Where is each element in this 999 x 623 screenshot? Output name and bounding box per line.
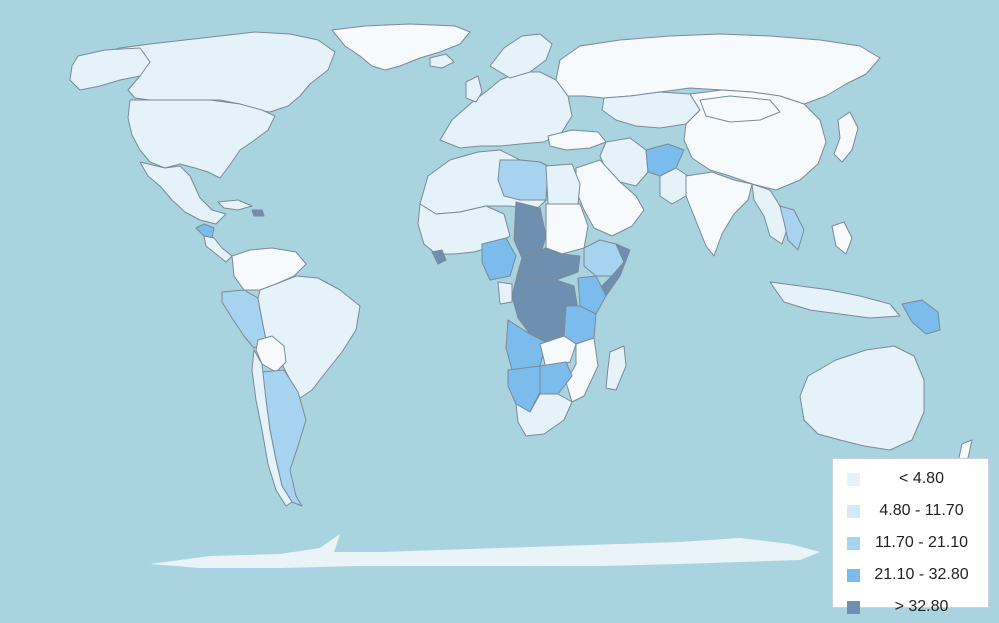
- country-libya[interactable]: [497, 159, 549, 201]
- country-haiti[interactable]: [251, 209, 265, 217]
- country-vietnam[interactable]: [779, 205, 805, 251]
- country-cuba[interactable]: [217, 199, 253, 211]
- country-scandinavia[interactable]: [489, 33, 553, 79]
- map-legend: < 4.80 4.80 - 11.70 11.70 - 21.10 21.10 …: [832, 458, 989, 615]
- country-pakistan[interactable]: [659, 167, 689, 205]
- country-philippines[interactable]: [831, 221, 853, 255]
- country-canada[interactable]: [94, 31, 336, 113]
- country-uk[interactable]: [465, 75, 483, 103]
- legend-label: 21.10 - 32.80: [874, 566, 969, 583]
- legend-swatch: [847, 600, 860, 614]
- legend-swatch: [847, 568, 860, 582]
- country-kazakhstan[interactable]: [601, 91, 701, 129]
- country-egypt[interactable]: [545, 163, 581, 205]
- antarctica: [150, 534, 820, 568]
- country-gabon[interactable]: [497, 281, 513, 305]
- country-sierra-leone[interactable]: [431, 249, 447, 265]
- legend-swatch: [847, 504, 860, 518]
- country-nigeria[interactable]: [481, 237, 517, 281]
- country-australia[interactable]: [799, 345, 925, 451]
- country-mexico[interactable]: [139, 161, 227, 225]
- country-brazil[interactable]: [257, 275, 361, 399]
- legend-item: < 4.80: [833, 463, 988, 495]
- country-usa[interactable]: [127, 99, 276, 179]
- legend-label: 11.70 - 21.10: [874, 534, 969, 551]
- country-arabia[interactable]: [575, 159, 645, 237]
- country-chile[interactable]: [251, 349, 293, 507]
- country-indonesia[interactable]: [769, 281, 901, 319]
- country-south-africa[interactable]: [515, 393, 573, 437]
- country-mozambique[interactable]: [565, 337, 599, 403]
- country-mongolia[interactable]: [699, 95, 781, 123]
- country-myanmar-thailand[interactable]: [751, 183, 789, 245]
- country-madagascar[interactable]: [605, 345, 627, 391]
- country-tanzania[interactable]: [563, 305, 597, 345]
- legend-swatch: [847, 472, 860, 486]
- country-zambia[interactable]: [539, 335, 577, 369]
- legend-item: 4.80 - 11.70: [833, 495, 988, 527]
- country-japan[interactable]: [833, 111, 859, 163]
- legend-label: 4.80 - 11.70: [879, 502, 964, 519]
- world-choropleth-map: < 4.80 4.80 - 11.70 11.70 - 21.10 21.10 …: [69, 23, 989, 615]
- legend-item: 11.70 - 21.10: [833, 527, 988, 559]
- country-venezuela-colombia[interactable]: [231, 247, 307, 291]
- country-sudan[interactable]: [545, 203, 589, 255]
- country-kenya[interactable]: [577, 275, 607, 315]
- legend-item: 21.10 - 32.80: [833, 559, 988, 591]
- country-india[interactable]: [685, 171, 753, 257]
- country-central-america-south[interactable]: [203, 235, 233, 263]
- country-botswana-zimbabwe[interactable]: [539, 361, 573, 395]
- legend-item: > 32.80: [833, 591, 988, 623]
- country-png[interactable]: [901, 299, 941, 335]
- legend-label: < 4.80: [899, 470, 944, 487]
- map-svg: [69, 23, 973, 568]
- country-alaska[interactable]: [69, 47, 151, 91]
- legend-label: > 32.80: [894, 598, 949, 615]
- country-iceland[interactable]: [429, 53, 455, 69]
- legend-swatch: [847, 536, 860, 550]
- country-central-america[interactable]: [195, 223, 215, 239]
- country-bolivia[interactable]: [255, 335, 287, 373]
- country-turkey[interactable]: [547, 129, 607, 151]
- country-greenland[interactable]: [331, 23, 471, 71]
